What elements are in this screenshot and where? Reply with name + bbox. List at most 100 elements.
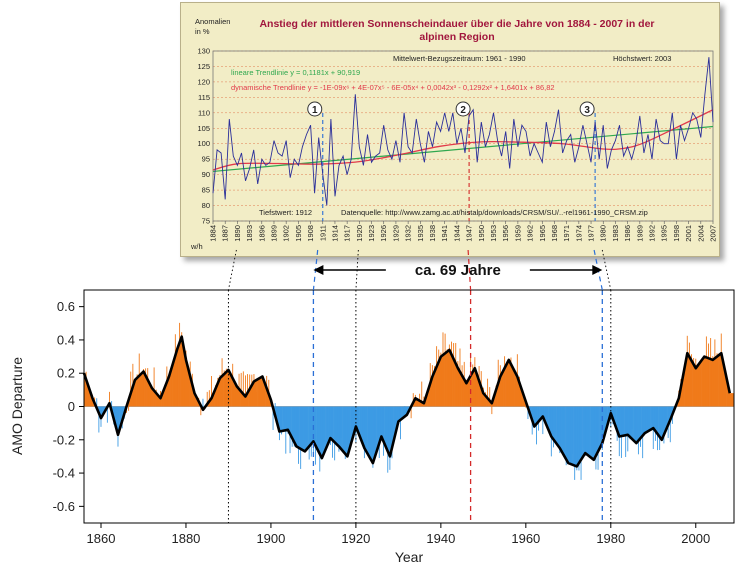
- amo-area-slice: [523, 396, 526, 407]
- upper-x-tick-label: 1917: [343, 225, 352, 242]
- amo-area-slice: [195, 396, 197, 407]
- upper-x-tick-label: 1890: [233, 225, 242, 242]
- amo-area-slice: [449, 351, 451, 407]
- amo-area-slice: [345, 406, 347, 455]
- amo-area-slice: [311, 406, 313, 444]
- amo-y-ticks: -0.6 -0.4 -0.2 0 0.2 0.4 0.6: [53, 299, 84, 514]
- amo-area-slice: [406, 406, 409, 414]
- amo-area-slice: [612, 406, 615, 421]
- amo-area-slice: [364, 406, 366, 450]
- amo-y-tick-label: 0.2: [57, 366, 75, 381]
- amo-area-slice: [564, 406, 566, 457]
- amo-area-slice: [610, 406, 613, 415]
- upper-x-tick-label: 1935: [416, 225, 425, 242]
- amo-area-slice: [143, 372, 145, 407]
- upper-x-tick-label: 1965: [538, 225, 547, 242]
- amo-area-slice: [209, 400, 211, 407]
- amo-area-slice: [515, 373, 517, 407]
- amo-area-slice: [215, 386, 218, 407]
- amo-area-slice: [644, 406, 647, 433]
- amo-area-slice: [253, 381, 256, 407]
- upper-x-tick-label: 1941: [440, 225, 449, 242]
- amo-area-slice: [689, 357, 691, 407]
- amo-area-slice: [149, 385, 152, 407]
- amo-area-slice: [632, 406, 634, 440]
- amo-area-slice: [661, 406, 664, 439]
- amo-area-slice: [506, 363, 509, 407]
- amo-area-slice: [147, 380, 150, 407]
- amo-area-slice: [700, 361, 702, 407]
- amo-area-slice: [731, 393, 734, 407]
- upper-x-tick-label: 1884: [209, 225, 218, 242]
- amo-area-slice: [151, 388, 154, 407]
- amo-area-slice: [685, 361, 687, 407]
- amo-area-slice: [466, 382, 468, 407]
- amo-area-slice: [625, 406, 628, 436]
- amo-area-slice: [251, 384, 254, 407]
- amo-area-slice: [490, 402, 493, 407]
- amo-area-slice: [403, 406, 406, 417]
- amo-area-slice: [476, 376, 479, 407]
- amo-area-slice: [298, 406, 300, 449]
- amo-area-slice: [457, 369, 460, 407]
- upper-x-tick-label: 1989: [635, 225, 644, 242]
- amo-area-slice: [578, 406, 581, 463]
- amo-area-slice: [547, 406, 549, 428]
- amo-area-slice: [304, 406, 307, 451]
- amo-area-slice: [343, 406, 345, 453]
- amo-area-slice: [472, 371, 475, 407]
- amo-area-slice: [281, 406, 283, 431]
- amo-area-slice: [687, 354, 689, 407]
- amo-area-slice: [583, 406, 585, 456]
- amo-area-slice: [498, 381, 500, 407]
- upper-y-tick-label: 90: [202, 170, 210, 179]
- amo-area-slice: [211, 396, 213, 407]
- amo-area-slice: [98, 406, 101, 415]
- amo-area-slice: [417, 399, 419, 407]
- amo-area-slice: [663, 406, 666, 434]
- amo-area-slice: [385, 406, 387, 448]
- amo-area-slice: [702, 358, 704, 407]
- upper-x-tick-label: 1971: [562, 225, 571, 242]
- linear-trend-annotation: lineare Trendlinie y = 0,1181x + 90,919: [231, 68, 360, 77]
- amo-area-slice: [171, 367, 173, 407]
- amo-x-tick-label: 2000: [681, 531, 710, 546]
- amo-area-slice: [468, 378, 470, 407]
- amo-area-slice: [464, 380, 466, 407]
- amo-area-slice: [542, 406, 545, 418]
- amo-area-slice: [241, 392, 243, 407]
- amo-area-slice: [181, 339, 184, 407]
- amo-area-slice: [549, 406, 551, 433]
- upper-x-tick-label: 1905: [294, 225, 303, 242]
- amo-area-slice: [489, 401, 492, 407]
- amo-area-slice: [375, 406, 377, 455]
- amo-area-slice: [341, 406, 343, 450]
- upper-y-tick-label: 115: [198, 93, 210, 102]
- amo-area-slice: [226, 371, 228, 407]
- amo-area-slice: [134, 379, 137, 407]
- amo-area-slice: [604, 406, 606, 434]
- amo-area-slice: [606, 406, 608, 427]
- amo-area-slice: [158, 396, 160, 407]
- amo-area-slice: [721, 355, 723, 407]
- amo-area-slice: [479, 382, 481, 407]
- amo-area-slice: [222, 375, 224, 407]
- amo-area-slice: [389, 406, 392, 455]
- amo-area-slice: [659, 406, 662, 438]
- upper-x-tick-label: 1920: [355, 225, 364, 242]
- amo-area-slice: [130, 391, 133, 407]
- upper-x-tick-label: 1977: [587, 225, 596, 242]
- amo-area-slice: [666, 406, 668, 429]
- amo-area-slice: [262, 377, 264, 407]
- amo-area-slice: [296, 406, 298, 447]
- amo-area-slice: [332, 406, 334, 441]
- amo-area-slice: [381, 406, 383, 438]
- amo-area-slice: [84, 374, 86, 407]
- amo-area-slice: [538, 406, 540, 421]
- amo-area-slice: [589, 406, 591, 457]
- amo-area-slice: [587, 406, 589, 456]
- amo-area-slice: [574, 406, 577, 466]
- amo-area-slice: [166, 380, 169, 407]
- upper-marker-label: 1: [312, 105, 318, 116]
- amo-area-slice: [540, 406, 543, 419]
